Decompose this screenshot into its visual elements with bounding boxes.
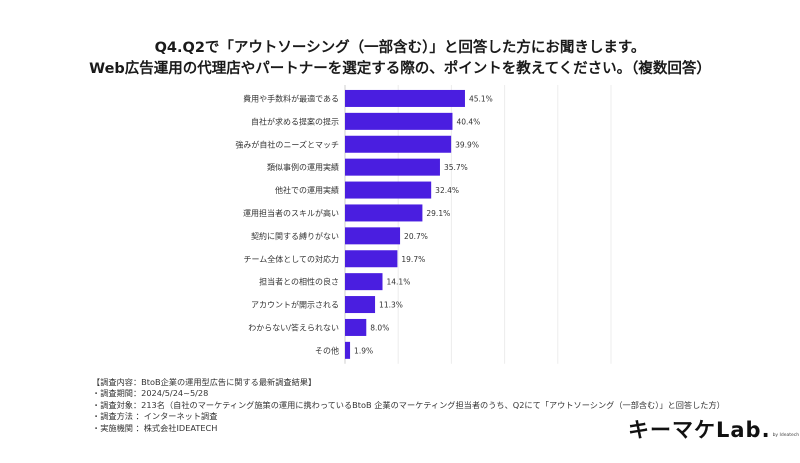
- category-label: チーム全体としての対応力: [243, 254, 339, 264]
- survey-note-period: ・調査期間：2024/5/24~5/28: [92, 388, 209, 399]
- chart-title-line-1: Q4.Q2で「アウトソーシング（一部含む）」と回答した方にお聞きします。: [154, 40, 646, 56]
- category-label: 強みが自社のニーズとマッチ: [235, 139, 339, 149]
- logo-subtext: by Ideatech: [772, 433, 800, 438]
- x-tick-label: 80: [553, 369, 563, 370]
- survey-note-target: ・調査対象：213名（自社のマーケティング施策の運用に携わっているBtoB 企業…: [92, 399, 725, 410]
- x-tick-label: 60: [500, 369, 510, 370]
- data-label: 39.9%: [455, 140, 479, 149]
- data-label: 32.4%: [435, 186, 459, 195]
- survey-note-organization: ・実施機関 ：株式会社IDEATECH: [92, 422, 218, 433]
- bar: [345, 341, 351, 359]
- data-label: 8.0%: [370, 323, 389, 332]
- bar: [345, 250, 398, 268]
- category-label: わからない/答えられない: [248, 322, 339, 332]
- category-label: 運用担当者のスキルが高い: [243, 208, 339, 218]
- data-label: 1.9%: [354, 346, 373, 355]
- bar: [345, 204, 423, 222]
- brand-logo: キーマケLab. by Ideatech: [628, 414, 799, 444]
- data-label: 14.1%: [387, 278, 411, 287]
- bar-chart: 0 20 40 60 80 100 費用や手数料が最適である 45.1% 自社が求める提案の提示…: [235, 85, 619, 370]
- bar: [345, 318, 367, 336]
- data-label: 20.7%: [404, 232, 428, 241]
- x-tick-label: 20: [393, 369, 403, 370]
- category-label: 類似事例の運用実績: [267, 162, 339, 172]
- data-label: 19.7%: [401, 255, 425, 264]
- bar: [345, 181, 432, 199]
- survey-note-method: ・調査方法 ：インターネット調査: [92, 411, 218, 422]
- x-tick-label: 40: [447, 369, 457, 370]
- survey-notes: 【調査内容：BtoB企業の運用型広告に関する最新調査結果】 ・調査期間：2024…: [92, 377, 725, 434]
- data-label: 45.1%: [469, 94, 493, 103]
- category-label: アカウントが開示される: [251, 300, 339, 310]
- category-label: 費用や手数料が最適である: [243, 93, 339, 103]
- category-label: 契約に関する縛りがない: [251, 231, 339, 241]
- data-label: 29.1%: [426, 209, 450, 218]
- data-label: 11.3%: [379, 301, 403, 310]
- bar: [345, 273, 383, 291]
- bar: [345, 112, 453, 130]
- x-tick-label: 0: [343, 369, 348, 370]
- category-label: 担当者との相性の良さ: [259, 277, 339, 287]
- bar: [345, 135, 452, 153]
- x-tick-label: 100: [604, 369, 619, 370]
- bar: [345, 296, 376, 314]
- data-label: 40.4%: [456, 117, 480, 126]
- category-label: 自社が求める提案の提示: [251, 116, 339, 126]
- bar: [345, 158, 440, 176]
- bar: [345, 227, 401, 245]
- logo-text: キーマケLab.: [628, 418, 771, 442]
- bar: [345, 89, 465, 107]
- chart-title-line-2: Web広告運用の代理店やパートナーを選定する際の、ポイントを教えてください。（複…: [89, 61, 711, 77]
- category-label: その他: [315, 345, 339, 355]
- survey-note-content: 【調査内容：BtoB企業の運用型広告に関する最新調査結果】: [92, 377, 317, 387]
- data-label: 35.7%: [444, 163, 468, 172]
- category-label: 他社での運用実績: [275, 185, 339, 195]
